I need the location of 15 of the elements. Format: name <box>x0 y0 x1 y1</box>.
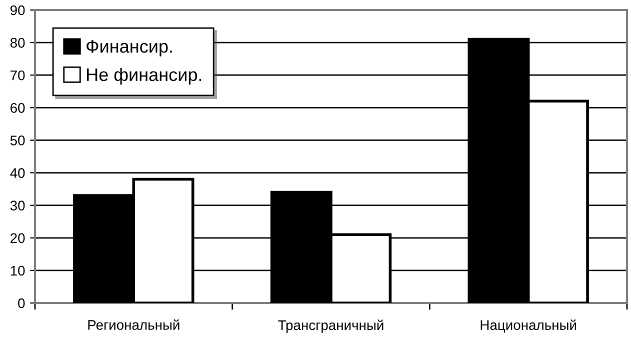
y-tick-label: 50 <box>10 136 25 146</box>
legend-label: Финансир. <box>86 40 172 56</box>
x-tick-label: Трансграничный <box>278 320 384 333</box>
y-tick-label: 0 <box>18 298 25 308</box>
y-tick-label: 60 <box>10 103 25 113</box>
y-tick-label: 70 <box>10 70 25 80</box>
y-tick-label: 40 <box>10 168 25 178</box>
y-tick-label: 80 <box>10 38 25 48</box>
y-tick-label: 30 <box>10 200 25 211</box>
legend-label: Не финансир. <box>87 68 202 85</box>
y-tick-label: 90 <box>10 5 25 16</box>
x-tick-label: Региональный <box>88 319 180 330</box>
y-tick-label: 20 <box>10 233 25 244</box>
x-tick-label: Национальный <box>480 320 576 333</box>
y-tick-label: 10 <box>10 266 25 276</box>
